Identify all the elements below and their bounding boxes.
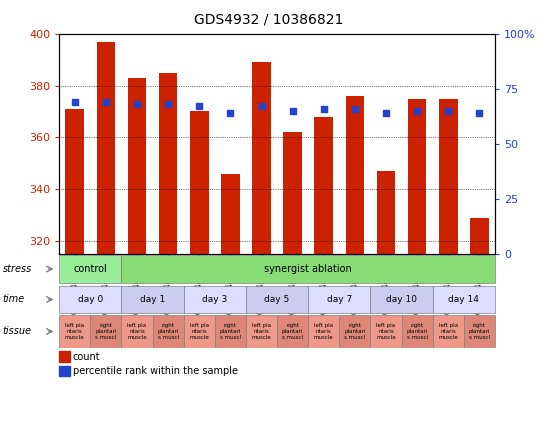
Point	[413, 107, 421, 114]
FancyBboxPatch shape	[401, 316, 433, 348]
FancyBboxPatch shape	[339, 316, 371, 348]
Text: left pla
ntaris
muscle: left pla ntaris muscle	[438, 323, 458, 340]
Text: right
plantari
s muscl: right plantari s muscl	[344, 323, 366, 340]
Text: day 3: day 3	[202, 295, 228, 304]
Point	[475, 110, 484, 116]
FancyBboxPatch shape	[122, 316, 153, 348]
FancyBboxPatch shape	[122, 286, 183, 313]
Point	[382, 110, 391, 116]
Point	[444, 107, 452, 114]
FancyBboxPatch shape	[183, 286, 246, 313]
Text: day 1: day 1	[140, 295, 165, 304]
FancyBboxPatch shape	[433, 286, 495, 313]
Text: GDS4932 / 10386821: GDS4932 / 10386821	[194, 13, 344, 27]
Bar	[377, 171, 395, 254]
Point	[226, 110, 235, 116]
Point	[351, 105, 359, 112]
FancyBboxPatch shape	[183, 316, 215, 348]
FancyBboxPatch shape	[59, 255, 122, 283]
Text: day 14: day 14	[448, 295, 479, 304]
Text: time: time	[3, 294, 25, 305]
FancyBboxPatch shape	[59, 286, 122, 313]
Bar	[252, 62, 271, 254]
Bar	[470, 217, 489, 254]
Text: right
plantari
s muscl: right plantari s muscl	[469, 323, 490, 340]
FancyBboxPatch shape	[371, 316, 401, 348]
Text: left pla
ntaris
muscle: left pla ntaris muscle	[314, 323, 334, 340]
Bar	[96, 41, 115, 254]
Text: day 10: day 10	[386, 295, 417, 304]
Text: count: count	[73, 352, 100, 362]
Point	[288, 107, 297, 114]
Text: right
plantari
s muscl: right plantari s muscl	[95, 323, 117, 340]
Text: tissue: tissue	[3, 327, 32, 336]
Text: right
plantari
s muscl: right plantari s muscl	[282, 323, 303, 340]
FancyBboxPatch shape	[308, 316, 339, 348]
FancyBboxPatch shape	[308, 286, 371, 313]
Bar	[66, 109, 84, 254]
Text: left pla
ntaris
muscle: left pla ntaris muscle	[127, 323, 147, 340]
FancyBboxPatch shape	[215, 316, 246, 348]
Text: day 0: day 0	[77, 295, 103, 304]
Bar	[408, 99, 427, 254]
Point	[257, 103, 266, 110]
Bar	[345, 96, 364, 254]
Text: right
plantari
s muscl: right plantari s muscl	[406, 323, 428, 340]
Text: day 5: day 5	[265, 295, 289, 304]
FancyBboxPatch shape	[153, 316, 183, 348]
Text: day 7: day 7	[327, 295, 352, 304]
Text: left pla
ntaris
muscle: left pla ntaris muscle	[189, 323, 209, 340]
Point	[320, 105, 328, 112]
FancyBboxPatch shape	[433, 316, 464, 348]
FancyBboxPatch shape	[59, 316, 90, 348]
Text: control: control	[73, 264, 107, 274]
Text: left pla
ntaris
muscle: left pla ntaris muscle	[252, 323, 271, 340]
Bar	[59, 351, 70, 362]
Point	[164, 101, 172, 107]
FancyBboxPatch shape	[371, 286, 433, 313]
Point	[133, 101, 141, 107]
FancyBboxPatch shape	[246, 286, 308, 313]
Bar	[439, 99, 458, 254]
FancyBboxPatch shape	[246, 316, 277, 348]
Bar	[314, 117, 333, 254]
Bar	[284, 132, 302, 254]
Text: stress: stress	[3, 264, 32, 274]
FancyBboxPatch shape	[277, 316, 308, 348]
FancyBboxPatch shape	[122, 255, 495, 283]
Bar	[221, 173, 240, 254]
Text: left pla
ntaris
muscle: left pla ntaris muscle	[65, 323, 84, 340]
Text: synergist ablation: synergist ablation	[264, 264, 352, 274]
Text: right
plantari
s muscl: right plantari s muscl	[158, 323, 179, 340]
Bar	[59, 366, 70, 376]
Text: right
plantari
s muscl: right plantari s muscl	[220, 323, 241, 340]
Point	[70, 99, 79, 105]
Bar	[190, 112, 209, 254]
FancyBboxPatch shape	[90, 316, 122, 348]
Bar	[159, 73, 178, 254]
Point	[102, 99, 110, 105]
Point	[195, 103, 203, 110]
Text: left pla
ntaris
muscle: left pla ntaris muscle	[376, 323, 396, 340]
FancyBboxPatch shape	[464, 316, 495, 348]
Bar	[128, 78, 146, 254]
Text: percentile rank within the sample: percentile rank within the sample	[73, 366, 238, 376]
